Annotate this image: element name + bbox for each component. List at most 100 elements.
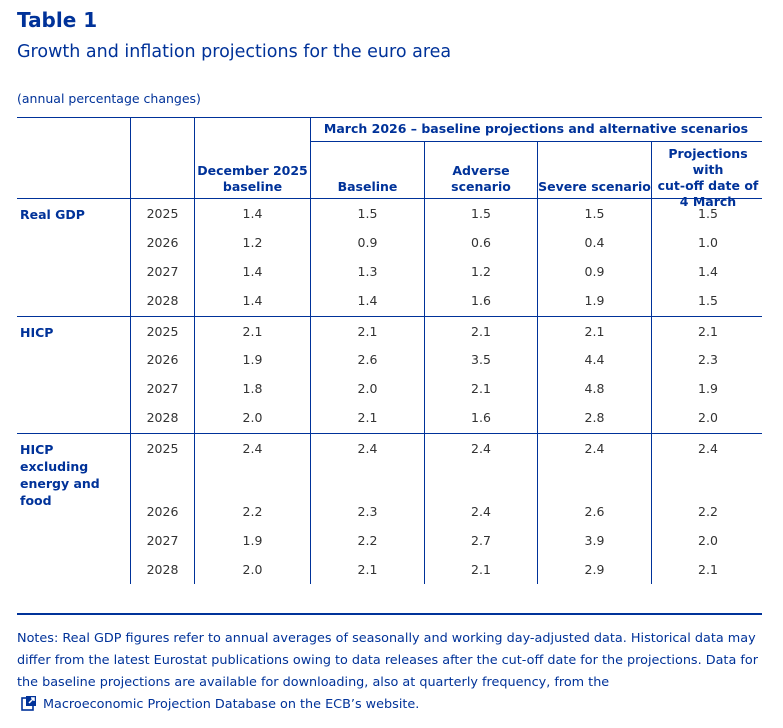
table-cell: 1.2	[471, 264, 491, 279]
group-header: March 2026 – baseline projections and al…	[323, 121, 749, 136]
table-cell: 2.1	[584, 324, 605, 339]
table-cell: 0.4	[584, 235, 605, 250]
header-bottom-rule	[17, 198, 762, 199]
table-cell: 1.5	[584, 206, 605, 221]
table-cell: 2.1	[357, 562, 378, 577]
row-year: 2025	[146, 441, 179, 456]
table-cell: 2.0	[698, 410, 718, 425]
table-cell: 2.0	[357, 381, 378, 396]
table-cell: 2.1	[242, 324, 263, 339]
table-cell: 1.4	[242, 264, 263, 279]
column-divider	[194, 117, 195, 584]
table-cell: 2.0	[242, 410, 263, 425]
notes-text: Notes: Real GDP figures refer to annual …	[17, 631, 758, 690]
table-cell: 2.2	[698, 504, 718, 519]
table-cell: 4.8	[584, 381, 605, 396]
table-cell: 2.1	[471, 381, 491, 396]
table-cell: 2.7	[471, 533, 491, 548]
table-cell: 2.1	[471, 324, 491, 339]
table-cell: 2.4	[242, 441, 263, 456]
row-year: 2027	[146, 264, 179, 279]
table-cell: 1.9	[242, 533, 263, 548]
group-separator	[17, 316, 762, 317]
table-cell: 2.8	[584, 410, 605, 425]
link-suffix: .	[415, 697, 420, 712]
table-cell: 2.6	[357, 352, 378, 367]
table-cell: 1.9	[698, 381, 718, 396]
units-note: (annual percentage changes)	[17, 91, 201, 106]
row-year: 2026	[146, 235, 179, 250]
table-cell: 2.6	[584, 504, 605, 519]
table-cell: 2.4	[471, 504, 491, 519]
table-cell: 0.6	[471, 235, 491, 250]
table-cell: 2.1	[357, 324, 378, 339]
table-cell: 1.5	[357, 206, 378, 221]
table-cell: 2.4	[698, 441, 718, 456]
table-cell: 1.4	[242, 206, 263, 221]
table-cell: 2.2	[242, 504, 263, 519]
table-cell: 1.5	[698, 206, 718, 221]
row-year: 2025	[146, 206, 179, 221]
table-bottom-rule	[17, 613, 762, 615]
table-cell: 1.8	[242, 381, 263, 396]
col-header-cutoff: Projections with cut-off date of 4 March	[657, 146, 759, 209]
table-cell: 3.5	[471, 352, 491, 367]
row-year: 2027	[146, 381, 179, 396]
table-cell: 1.5	[471, 206, 491, 221]
row-group-label: Real GDP	[20, 207, 85, 222]
column-divider	[310, 117, 311, 584]
column-divider	[651, 141, 652, 584]
table-cell: 1.9	[242, 352, 263, 367]
table-cell: 2.0	[698, 533, 718, 548]
table-cell: 1.3	[357, 264, 378, 279]
projection-database-link[interactable]: Macroeconomic Projection Database on the…	[43, 697, 416, 712]
table-cell: 2.3	[357, 504, 378, 519]
table-cell: 1.5	[698, 293, 718, 308]
col-header-severe: Severe scenario	[538, 179, 651, 194]
table-cell: 1.4	[242, 293, 263, 308]
external-link-icon[interactable]	[21, 695, 37, 719]
table-cell: 2.1	[471, 562, 491, 577]
table-cell: 1.9	[584, 293, 605, 308]
table-cell: 1.6	[471, 293, 491, 308]
table-top-rule	[17, 117, 762, 118]
row-year: 2028	[146, 293, 179, 308]
table-cell: 1.6	[471, 410, 491, 425]
col-header-adverse: Adverse scenario	[451, 163, 511, 194]
table-cell: 2.3	[698, 352, 718, 367]
group-separator	[17, 433, 762, 434]
table-cell: 1.2	[242, 235, 263, 250]
table-cell: 1.4	[357, 293, 378, 308]
column-divider	[424, 141, 425, 584]
table-cell: 1.0	[698, 235, 718, 250]
table-cell: 2.4	[584, 441, 605, 456]
table-subtitle: Growth and inflation projections for the…	[17, 42, 452, 62]
table-cell: 2.0	[242, 562, 263, 577]
row-year: 2028	[146, 410, 179, 425]
table-title: Table 1	[17, 8, 98, 32]
row-year: 2026	[146, 504, 179, 519]
table-cell: 4.4	[584, 352, 605, 367]
row-group-label: HICP	[20, 325, 54, 340]
row-year: 2028	[146, 562, 179, 577]
table-cell: 0.9	[357, 235, 378, 250]
table-cell: 2.1	[698, 562, 718, 577]
notes: Notes: Real GDP figures refer to annual …	[17, 628, 762, 719]
row-group-label: HICP excluding energy and food	[20, 442, 100, 508]
group-header-rule	[310, 141, 762, 142]
table-cell: 2.1	[698, 324, 718, 339]
row-year: 2026	[146, 352, 179, 367]
col-header-baseline: Baseline	[337, 179, 398, 194]
table-cell: 0.9	[584, 264, 605, 279]
table-cell: 2.2	[357, 533, 378, 548]
table-cell: 2.1	[357, 410, 378, 425]
table-cell: 1.4	[698, 264, 718, 279]
column-divider	[130, 117, 131, 584]
table-cell: 2.4	[357, 441, 378, 456]
col-header-december-2025: December 2025 baseline	[197, 163, 308, 194]
row-year: 2027	[146, 533, 179, 548]
row-year: 2025	[146, 324, 179, 339]
table-cell: 2.9	[584, 562, 605, 577]
table-cell: 3.9	[584, 533, 605, 548]
table-cell: 2.4	[471, 441, 491, 456]
